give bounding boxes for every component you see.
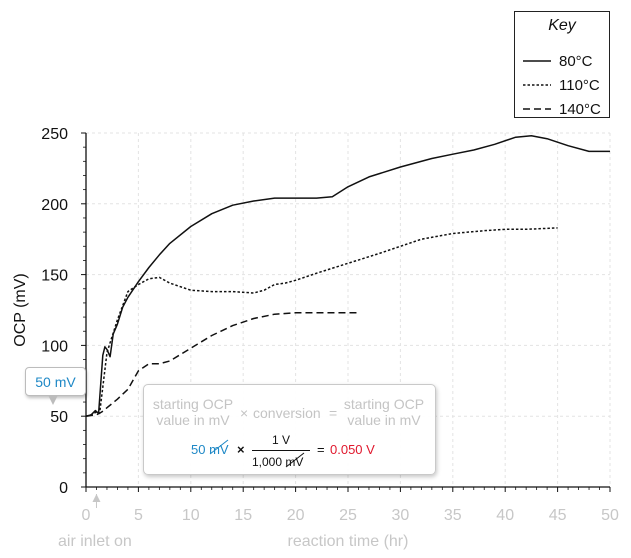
ticks: 0 5 10 15 20 25 30 35 40 45 50 0 50 100 150 200 250 xyxy=(41,126,619,524)
eq-term3-line2: value in mV xyxy=(347,412,421,428)
y-tick-label: 150 xyxy=(41,268,68,285)
legend-item-110c: 110°C xyxy=(523,75,600,95)
legend-dotted-swatch xyxy=(523,84,551,86)
y-tick-label: 250 xyxy=(41,126,68,143)
x-tick-label: 20 xyxy=(287,507,305,524)
x-tick-label: 0 xyxy=(82,507,91,524)
conversion-equation-box: starting OCP value in mV × conversion = … xyxy=(143,384,436,475)
eq-term1-line1: starting OCP xyxy=(152,396,234,412)
x-tick-label: 30 xyxy=(392,507,410,524)
legend-item-80c: 80°C xyxy=(523,51,593,71)
eq-denominator-unit: mV xyxy=(285,455,304,469)
air-inlet-arrow-icon xyxy=(92,494,101,502)
eq-denominator: 1,000 mV xyxy=(252,452,305,469)
callout-label: 50 mV xyxy=(35,373,76,390)
series-line-dotted xyxy=(85,227,558,417)
x-tick-label: 15 xyxy=(234,507,252,524)
eq-equals-grey: = xyxy=(329,405,338,421)
y-tick-label: 50 xyxy=(50,409,68,426)
series-line-dashed xyxy=(85,312,359,417)
cancel-slash-icon xyxy=(209,439,229,455)
y-tick-label: 0 xyxy=(59,480,68,497)
y-tick-label: 100 xyxy=(41,338,68,355)
eq-term3-line1: starting OCP xyxy=(343,396,425,412)
x-axis-title: reaction time (hr) xyxy=(288,533,409,550)
eq-value-unit: mV xyxy=(209,442,229,457)
eq-term-conversion: conversion xyxy=(253,405,321,421)
cancel-slash-icon xyxy=(286,452,305,468)
legend-label-140c: 140°C xyxy=(559,100,601,118)
series xyxy=(85,135,610,417)
y-tick-label: 200 xyxy=(41,197,68,214)
series-line-solid xyxy=(85,135,610,417)
legend: Key 80°C 110°C 140°C xyxy=(514,11,610,118)
eq-term-starting-ocp-right: starting OCP value in mV xyxy=(336,396,432,428)
x-tick-label: 10 xyxy=(182,507,200,524)
eq-times: × xyxy=(237,442,245,457)
eq-result: 0.050 V xyxy=(330,442,375,457)
callout-pointer xyxy=(48,395,58,405)
legend-label-110c: 110°C xyxy=(559,76,600,94)
eq-denominator-value: 1,000 xyxy=(252,455,283,469)
eq-times-grey: × xyxy=(240,405,249,421)
legend-item-140c: 140°C xyxy=(523,99,601,119)
eq-value-unit-cancelled: mV xyxy=(209,439,229,457)
air-inlet-marker xyxy=(92,494,101,508)
eq-fraction-bar xyxy=(252,450,310,451)
eq-denominator-unit-cancelled: mV xyxy=(285,452,305,469)
eq-value: 50 mV xyxy=(191,439,229,457)
x-tick-label: 5 xyxy=(134,507,143,524)
x-tick-label: 25 xyxy=(339,507,357,524)
legend-dashed-swatch xyxy=(523,108,551,110)
legend-solid-swatch xyxy=(523,60,551,62)
eq-term-starting-ocp-left: starting OCP value in mV xyxy=(148,396,238,428)
eq-numerator: 1 V xyxy=(272,433,291,447)
eq-value-number: 50 xyxy=(191,442,206,457)
legend-title: Key xyxy=(548,17,576,34)
x-tick-label: 40 xyxy=(496,507,514,524)
eq-equals: = xyxy=(317,442,325,457)
x-tick-label: 45 xyxy=(549,507,567,524)
fifty-mv-callout: 50 mV xyxy=(25,367,86,396)
air-inlet-label: air inlet on xyxy=(58,533,132,550)
y-axis-title: OCP (mV) xyxy=(12,273,29,346)
x-tick-label: 50 xyxy=(601,507,619,524)
eq-term1-line2: value in mV xyxy=(156,412,230,428)
x-tick-label: 35 xyxy=(444,507,462,524)
legend-label-80c: 80°C xyxy=(559,52,593,70)
